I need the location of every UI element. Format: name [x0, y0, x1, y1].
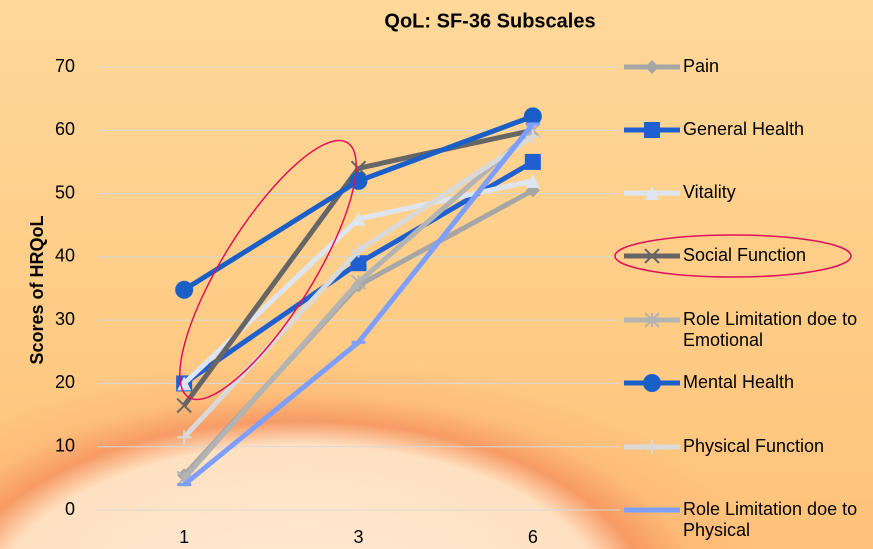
- x-tick-label: 6: [528, 527, 538, 547]
- marker-shape: [175, 281, 193, 299]
- legend-label: Pain: [683, 56, 873, 77]
- y-tick-label: 30: [55, 309, 75, 329]
- marker-shape: [350, 172, 368, 190]
- marker: [350, 172, 368, 190]
- marker-shape: [645, 60, 659, 74]
- legend-item: [624, 374, 680, 392]
- y-tick-label: 60: [55, 119, 75, 139]
- marker-shape: [644, 122, 660, 138]
- chart-title: QoL: SF-36 Subscales: [384, 10, 595, 32]
- marker-shape: [643, 374, 661, 392]
- legend-label: Mental Health: [683, 372, 873, 393]
- y-tick-label: 20: [55, 372, 75, 392]
- y-tick-label: 10: [55, 435, 75, 455]
- y-axis-label: Scores of HRQoL: [27, 215, 47, 364]
- marker: [645, 440, 659, 454]
- legend-label: Role Limitation doe to Emotional: [683, 309, 858, 351]
- legend-item: [624, 122, 680, 138]
- legend-item: [624, 186, 680, 200]
- x-tick-label: 3: [353, 527, 363, 547]
- y-tick-label: 40: [55, 246, 75, 266]
- marker: [177, 399, 191, 413]
- legend-label: Social Function: [683, 245, 873, 266]
- marker: [175, 281, 193, 299]
- marker: [643, 374, 661, 392]
- chart: QoL: SF-36 Subscales Scores of HRQoL 0 10…: [0, 0, 873, 549]
- y-tick-label: 0: [65, 499, 75, 519]
- marker-shape: [525, 154, 541, 170]
- legend-item: [624, 249, 680, 263]
- marker-shape: [177, 399, 191, 413]
- y-tick-label: 50: [55, 182, 75, 202]
- y-tick-label: 70: [55, 56, 75, 76]
- legend-item: [624, 440, 680, 454]
- marker: [644, 122, 660, 138]
- x-tick-label: 1: [179, 527, 189, 547]
- series-line: [184, 162, 533, 383]
- legend-label: General Health: [683, 119, 873, 140]
- legend-item: [624, 60, 680, 74]
- marker: [525, 154, 541, 170]
- page: QoL: SF-36 Subscales Scores of HRQoL 0 10…: [0, 0, 873, 549]
- legend-label: Vitality: [683, 182, 873, 203]
- legend-label: Role Limitation doe to Physical: [683, 499, 858, 541]
- legend-item: [624, 313, 680, 327]
- legend-label: Physical Function: [683, 436, 873, 457]
- marker-shape: [645, 440, 659, 454]
- marker: [645, 60, 659, 74]
